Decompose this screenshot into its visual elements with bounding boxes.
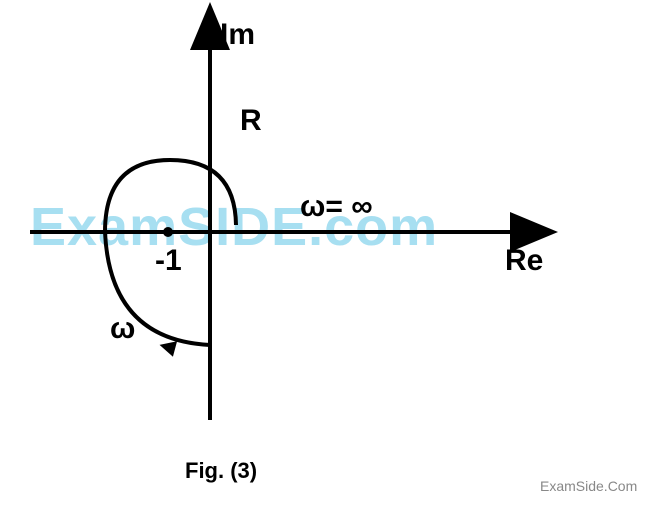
im-axis-label: Im — [220, 18, 255, 52]
minus-one-label: -1 — [155, 244, 182, 278]
minus-one-point — [163, 227, 173, 237]
diagram-container: ExamSIDE.com Im Re R ω= ∞ -1 ω Fig. (3) … — [0, 0, 655, 509]
r-label: R — [240, 104, 262, 138]
omega-infinity-label: ω= ∞ — [300, 190, 373, 224]
nyquist-plot-svg — [0, 0, 655, 509]
credit-text: ExamSide.Com — [540, 478, 637, 494]
omega-label: ω — [110, 312, 135, 346]
re-axis-label: Re — [505, 244, 543, 278]
figure-caption: Fig. (3) — [185, 458, 257, 484]
